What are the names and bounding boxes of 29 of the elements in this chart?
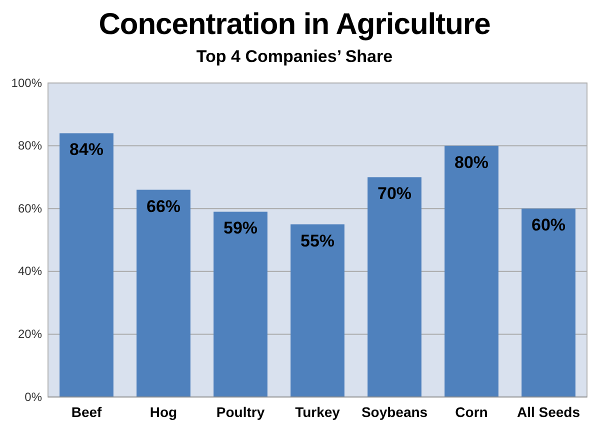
- x-tick-label: Beef: [71, 404, 102, 420]
- data-label: 60%: [531, 216, 566, 235]
- bar: [368, 177, 422, 397]
- data-label: 59%: [223, 218, 258, 238]
- y-tick-label: 0%: [24, 390, 42, 404]
- bar: [444, 146, 498, 397]
- bar: [60, 133, 114, 397]
- x-tick-label: Turkey: [295, 404, 340, 420]
- bar: [136, 190, 190, 397]
- y-tick-label: 20%: [18, 327, 42, 342]
- y-tick-label: 80%: [18, 138, 42, 153]
- x-tick-label: Soybeans: [361, 404, 428, 420]
- chart-subtitle: Top 4 Companies’ Share: [196, 47, 393, 66]
- data-label: 80%: [454, 152, 489, 172]
- chart-title: Concentration in Agriculture: [98, 8, 490, 41]
- x-tick-label: Hog: [150, 404, 178, 420]
- x-tick-label: Corn: [455, 404, 488, 420]
- bar: [522, 208, 576, 397]
- y-tick-label: 40%: [18, 264, 42, 278]
- bar: [290, 224, 344, 397]
- bar: [214, 212, 268, 397]
- data-label: 66%: [146, 196, 181, 216]
- x-tick-label: Poultry: [216, 404, 265, 420]
- data-label: 70%: [377, 184, 412, 204]
- y-tick-label: 100%: [11, 76, 42, 90]
- y-tick-label: 60%: [18, 201, 42, 216]
- data-label: 84%: [69, 140, 104, 160]
- x-tick-label: All Seeds: [516, 404, 580, 420]
- data-label: 55%: [300, 231, 335, 250]
